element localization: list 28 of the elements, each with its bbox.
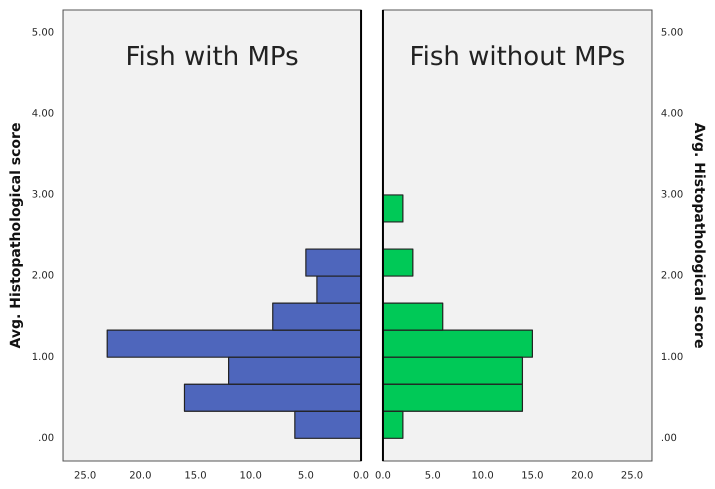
x-tick-label: 5.0	[424, 470, 441, 482]
y-tick-label: .00	[38, 432, 54, 444]
text: Fish without MPs	[410, 42, 626, 72]
x-tick-label: 20.0	[571, 470, 594, 482]
x-tick-label: 10.0	[240, 470, 262, 482]
x-tick-label: 5.0	[298, 470, 314, 482]
x-tick-label: 0.0	[353, 470, 369, 482]
text: Fish with MPs	[125, 42, 299, 72]
y-tick-label: 3.00	[660, 190, 684, 201]
x-tick-label: 10.0	[471, 470, 494, 482]
y-tick-label: 3.00	[32, 190, 54, 201]
y-tick-label: 2.00	[660, 270, 684, 282]
y-tick-label: 5.00	[660, 27, 684, 38]
x-tick-label: 15.0	[521, 470, 544, 482]
y-tick-label: .00	[660, 432, 677, 444]
y-tick-label: 5.00	[32, 27, 54, 38]
y-tick-label: 1.00	[32, 352, 54, 363]
y-tick-label: 2.00	[32, 270, 54, 282]
y-axis-title: Avg. Histopathological score	[8, 122, 24, 348]
x-tick-label: 0.0	[375, 470, 391, 482]
y-tick-label: 4.00	[32, 108, 54, 120]
y-tick-label: 1.00	[660, 352, 684, 363]
y-tick-label: 4.00	[660, 108, 684, 120]
x-tick-label: 15.0	[184, 470, 207, 482]
x-tick-label: 20.0	[129, 470, 152, 482]
x-tick-label: 25.0	[74, 470, 96, 482]
y-axis-title: Avg. Histopathological score	[690, 122, 707, 348]
x-tick-label: 25.0	[620, 470, 644, 482]
